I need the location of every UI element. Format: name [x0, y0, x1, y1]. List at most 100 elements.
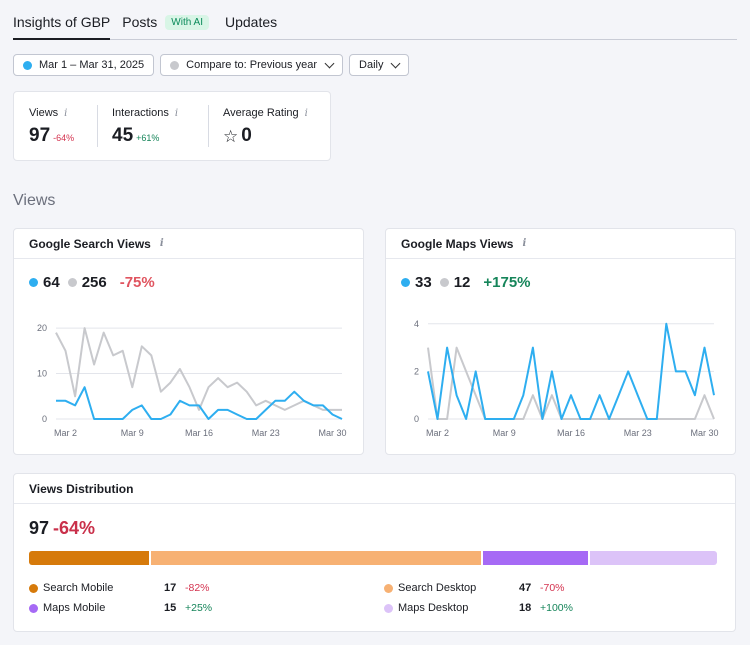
distribution-total: 97 -64% — [29, 518, 95, 539]
ai-badge: With AI — [165, 14, 209, 30]
previous-series-line — [427, 346, 715, 420]
y-tick-label: 0 — [414, 414, 419, 424]
change-percent: +175% — [483, 274, 531, 291]
star-icon: ☆ — [223, 126, 239, 146]
compare-label: Compare to: Previous year — [186, 59, 318, 71]
tab-updates[interactable]: Updates — [225, 14, 277, 39]
info-icon[interactable]: i — [174, 107, 179, 119]
info-icon[interactable]: i — [304, 107, 308, 119]
x-tick-label: Mar 9 — [121, 428, 144, 438]
distribution-total-change: -64% — [53, 518, 96, 538]
change-percent: -75% — [119, 274, 155, 291]
x-tick-label: Mar 9 — [493, 428, 516, 438]
legend-value: 18 — [519, 602, 532, 614]
current-series-line — [56, 386, 343, 420]
current-dot-icon — [29, 278, 38, 287]
legend-search-mobile: Search Mobile 17 -82% — [29, 582, 210, 594]
legend-change: -82% — [185, 582, 210, 594]
legend-change: -70% — [540, 582, 565, 594]
x-tick-label: Mar 16 — [185, 428, 213, 438]
legend-change: +100% — [540, 602, 573, 614]
chart-legend: 64 256 -75% — [29, 274, 155, 291]
chart-legend: 33 12 +175% — [401, 274, 531, 291]
tab-insights-label: Insights of GBP — [13, 14, 111, 30]
date-range-label: Mar 1 – Mar 31, 2025 — [39, 59, 145, 71]
previous-dot-icon — [67, 278, 77, 287]
x-tick-label: Mar 16 — [557, 428, 585, 438]
interactions-metric: Interactions i 45 +61% — [97, 92, 208, 160]
views-label: Views — [29, 107, 59, 119]
x-tick-label: Mar 2 — [54, 428, 77, 438]
legend-name: Search Desktop — [398, 582, 477, 594]
legend-maps-mobile: Maps Mobile 15 +25% — [29, 602, 212, 614]
tab-posts[interactable]: Posts With AI — [122, 14, 213, 39]
previous-total: 256 — [81, 274, 107, 291]
distribution-bar — [29, 551, 718, 565]
legend-value: 17 — [164, 582, 177, 594]
y-tick-label: 2 — [414, 366, 419, 376]
legend-maps-desktop: Maps Desktop 18 +100% — [384, 602, 573, 614]
card-title: Google Maps Views — [401, 236, 514, 251]
x-tick-label: Mar 23 — [252, 428, 280, 438]
tab-bar: Insights of GBP Posts With AI Updates — [13, 0, 737, 40]
current-dot-icon — [401, 278, 410, 287]
interactions-label: Interactions — [112, 107, 169, 119]
chevron-down-icon — [324, 58, 335, 69]
current-total: 33 — [415, 274, 432, 291]
tab-posts-label: Posts — [122, 14, 158, 30]
distribution-segment-maps-mobile[interactable] — [482, 551, 589, 565]
tab-updates-label: Updates — [224, 14, 278, 30]
y-tick-label: 0 — [42, 414, 47, 424]
x-tick-label: Mar 30 — [690, 428, 718, 438]
section-title: Views — [13, 192, 56, 209]
previous-series-line — [55, 327, 342, 411]
previous-dot-icon — [439, 278, 449, 287]
x-tick-label: Mar 2 — [426, 428, 449, 438]
distribution-segment-maps-desktop[interactable] — [590, 551, 718, 565]
legend-name: Search Mobile — [43, 582, 114, 594]
x-tick-label: Mar 23 — [624, 428, 652, 438]
tab-insights[interactable]: Insights of GBP — [13, 14, 111, 40]
y-tick-label: 4 — [414, 319, 419, 329]
legend-name: Maps Desktop — [398, 602, 469, 614]
distribution-segment-search-mobile[interactable] — [29, 551, 149, 565]
previous-period-dot-icon — [170, 60, 180, 70]
interactions-value: 45 — [112, 125, 134, 146]
rating-metric: Average Rating i ☆ 0 — [208, 92, 330, 160]
distribution-total-value: 97 — [29, 518, 50, 538]
card-title: Views Distribution — [29, 481, 134, 496]
summary-card: Views i 97 -64% Interactions i 45 +61% Avera… — [13, 91, 331, 161]
distribution-segment-search-desktop[interactable] — [150, 551, 481, 565]
legend-change: +25% — [185, 602, 213, 614]
views-distribution-card: Views Distribution 97 -64% Search Mobile… — [13, 473, 736, 632]
granularity-label: Daily — [359, 59, 384, 71]
filter-bar: Mar 1 – Mar 31, 2025 Compare to: Previou… — [13, 54, 410, 76]
card-title: Google Search Views — [29, 236, 151, 251]
views-metric: Views i 97 -64% — [14, 92, 97, 160]
maps-mobile-dot-icon — [29, 603, 38, 613]
views-change: -64% — [53, 133, 75, 143]
info-icon[interactable]: i — [64, 107, 68, 119]
info-icon[interactable]: i — [522, 238, 527, 249]
x-tick-label: Mar 30 — [318, 428, 346, 438]
granularity-dropdown[interactable]: Daily — [349, 54, 410, 76]
legend-value: 15 — [164, 602, 177, 614]
rating-value: 0 — [241, 125, 252, 146]
current-period-dot-icon — [23, 60, 32, 70]
info-icon[interactable]: i — [159, 238, 164, 249]
y-tick-label: 10 — [37, 369, 47, 379]
y-tick-label: 20 — [37, 323, 47, 333]
maps-desktop-dot-icon — [384, 603, 393, 613]
date-range-picker[interactable]: Mar 1 – Mar 31, 2025 — [13, 54, 155, 76]
maps-views-chart: 0 2 4 Mar 2 Mar 9 Mar 16 Mar 23 Mar 30 — [414, 319, 718, 438]
views-value: 97 — [29, 125, 51, 146]
search-mobile-dot-icon — [29, 583, 38, 593]
legend-name: Maps Mobile — [43, 602, 106, 614]
legend-value: 47 — [519, 582, 532, 594]
search-desktop-dot-icon — [384, 583, 393, 593]
compare-dropdown[interactable]: Compare to: Previous year — [160, 54, 344, 76]
current-total: 64 — [43, 274, 60, 291]
rating-label: Average Rating — [223, 107, 299, 119]
search-views-card: Google Search Views i 64 256 -75% 0 10 20 Ma… — [13, 228, 364, 455]
search-views-chart: 0 10 20 Mar 2 Mar 9 Mar 16 Mar 23 Mar 30 — [37, 323, 346, 438]
